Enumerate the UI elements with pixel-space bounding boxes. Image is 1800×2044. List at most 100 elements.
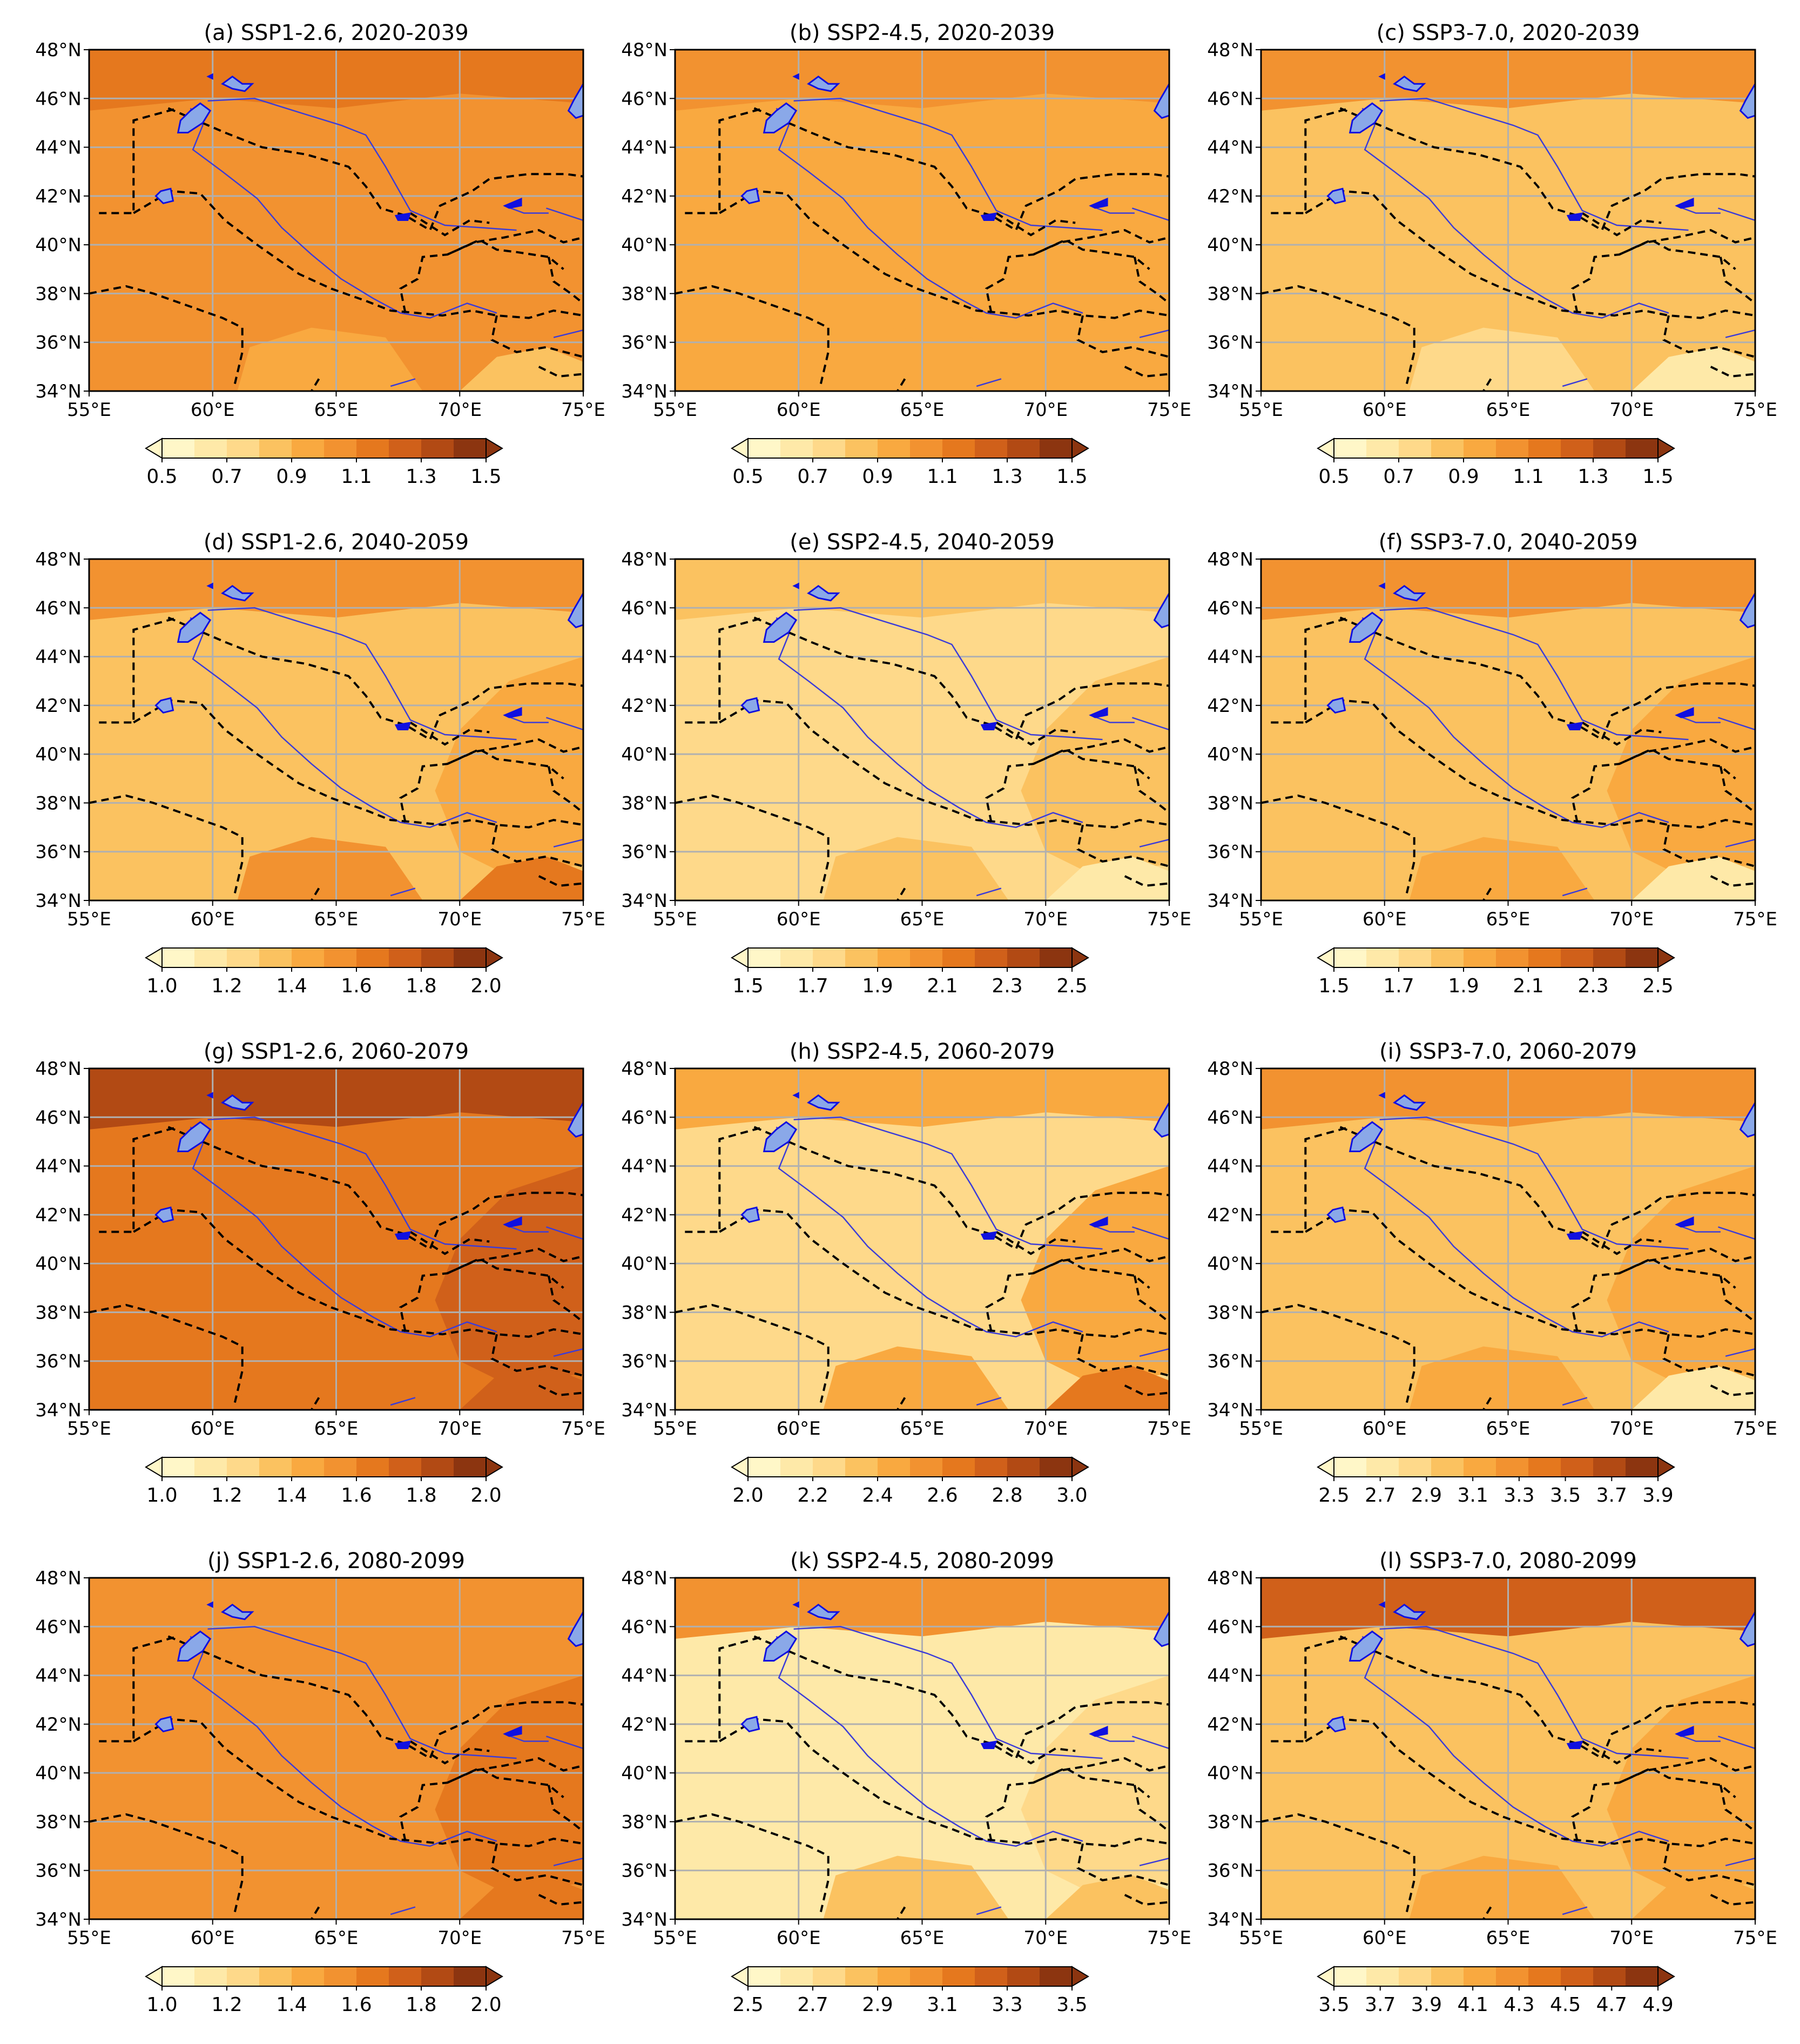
lat-tick-label: 46°N — [1207, 88, 1253, 110]
field-south — [237, 1346, 423, 1410]
lat-tick-label: 40°N — [35, 744, 82, 765]
border-line — [538, 1894, 583, 1906]
map-area — [1261, 559, 1755, 900]
border-line — [995, 1740, 1076, 1765]
border-line — [1133, 1785, 1169, 1833]
lake — [1739, 1101, 1755, 1138]
lat-tick-label: 38°N — [35, 1302, 82, 1323]
colorbar-swatch — [942, 1967, 975, 1986]
border-line — [447, 238, 564, 270]
colorbar: 3.5 3.7 3.9 4.1 4.3 4.5 4.7 4.9 — [1317, 1966, 1675, 2016]
colorbar-swatch — [1528, 1967, 1561, 1986]
river-line — [1132, 1736, 1169, 1750]
border-line — [1710, 1384, 1755, 1396]
border-line — [99, 616, 179, 724]
panel-i: (i) SSP3-7.0, 2060-2079 48°N 46°N 44°N 42°N 4… — [1207, 1039, 1777, 1507]
lake — [221, 1094, 254, 1111]
border-line — [985, 1248, 1169, 1332]
colorbar-tick-label: 2.3 — [1577, 975, 1608, 997]
field-south — [237, 327, 423, 391]
river-line — [1361, 617, 1669, 828]
map-area — [1261, 50, 1755, 391]
colorbar-extend-max — [1071, 1966, 1089, 1987]
border-line — [1619, 238, 1736, 270]
border-line — [753, 107, 1169, 232]
field-east — [1607, 1675, 1755, 1895]
lon-tick-label: 55°E — [653, 1418, 697, 1440]
field-south — [237, 837, 423, 900]
lat-tick-label: 46°N — [35, 1107, 82, 1128]
map-area — [89, 50, 583, 391]
colorbar-swatch — [878, 948, 911, 967]
colorbar-frame — [1333, 1457, 1659, 1477]
river-line — [546, 1736, 583, 1750]
colorbar-swatch — [975, 1967, 1008, 1986]
panel-title: (f) SSP3-7.0, 2040-2059 — [1379, 530, 1638, 555]
colorbar-swatch — [259, 439, 292, 458]
lon-tick-label: 60°E — [191, 399, 235, 421]
lake — [567, 82, 583, 119]
border-line — [1571, 229, 1755, 313]
field-south — [1409, 327, 1595, 391]
lon-tick-label: 55°E — [1239, 1927, 1283, 1949]
lat-tick-label: 42°N — [1207, 1205, 1253, 1226]
border-line — [409, 1740, 490, 1765]
colorbar-swatch — [942, 439, 975, 458]
lake — [763, 102, 798, 133]
river-line — [793, 607, 1103, 741]
border-line — [99, 1126, 179, 1233]
lon-tick-label: 65°E — [900, 1927, 945, 1949]
colorbar: 1.5 1.7 1.9 2.1 2.3 2.5 — [1317, 947, 1675, 997]
panel-title: (k) SSP2-4.5, 2080-2099 — [790, 1549, 1054, 1574]
colorbar-swatch — [1007, 1967, 1040, 1986]
colorbar-tick-label: 2.2 — [797, 1484, 828, 1507]
border-line — [99, 107, 179, 214]
colorbar-swatch — [1561, 1967, 1594, 1986]
lat-tick-label: 46°N — [1207, 597, 1253, 619]
river-line — [546, 717, 583, 731]
border-line — [409, 212, 490, 237]
lat-tick-label: 42°N — [1207, 186, 1253, 207]
colorbar-swatch — [813, 1967, 846, 1986]
river-line — [207, 1626, 517, 1759]
border-line — [1271, 107, 1351, 214]
colorbar-tick-label: 1.1 — [1513, 466, 1543, 488]
river-line — [1725, 329, 1755, 338]
colorbar: 1.5 1.7 1.9 2.1 2.3 2.5 — [731, 947, 1089, 997]
field-south — [1409, 1855, 1595, 1919]
border-line — [675, 1303, 830, 1403]
colorbar-tick-label: 3.3 — [1504, 1484, 1534, 1507]
lat-tick-label: 36°N — [35, 1860, 82, 1882]
colorbar-tick-label: 0.5 — [146, 466, 177, 488]
lake — [1349, 1630, 1384, 1662]
border-line — [675, 794, 830, 893]
border-line — [311, 1397, 320, 1410]
colorbar-swatch — [1593, 439, 1626, 458]
panel-e: (e) SSP2-4.5, 2040-2059 48°N 46°N 44°N 42°N 4… — [621, 530, 1191, 997]
lat-tick-label: 48°N — [35, 1568, 82, 1589]
field-southeast — [1046, 347, 1169, 391]
river-line — [1379, 98, 1689, 231]
river-line — [390, 1906, 416, 1915]
colorbar-swatch — [845, 1967, 878, 1986]
lake — [206, 1092, 213, 1099]
lake — [792, 1092, 799, 1099]
colorbar-tick-label: 4.3 — [1504, 1994, 1534, 2016]
river-line — [190, 1636, 497, 1847]
river-line — [1562, 378, 1588, 387]
lat-tick-label: 38°N — [621, 1811, 668, 1833]
colorbar-swatch — [1040, 1457, 1073, 1477]
colorbar-swatch — [813, 439, 846, 458]
colorbar-frame — [747, 1457, 1073, 1477]
lake — [792, 73, 799, 80]
border-line — [1124, 1384, 1169, 1396]
colorbar-swatch — [1626, 1457, 1659, 1477]
colorbar: 0.5 0.7 0.9 1.1 1.3 1.5 — [1317, 438, 1675, 488]
border-line — [985, 229, 1169, 313]
lake — [1393, 1603, 1426, 1621]
border-line — [1271, 1635, 1351, 1743]
colorbar-tick-label: 2.4 — [862, 1484, 893, 1507]
lon-tick-label: 60°E — [1363, 1418, 1407, 1440]
lake — [1089, 1725, 1108, 1737]
river-line — [1379, 607, 1689, 741]
